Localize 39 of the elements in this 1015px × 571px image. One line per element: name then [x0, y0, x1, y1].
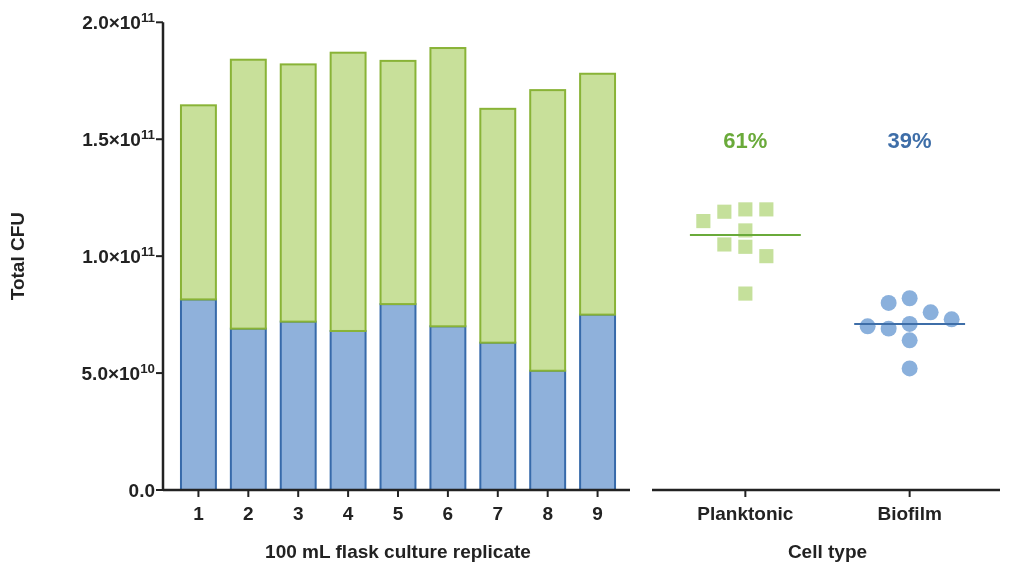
- bar: [479, 107, 517, 344]
- bar: [229, 327, 267, 491]
- y-tick-label: 2.0×10$^{11}$: [82, 9, 156, 34]
- y-tick-label: 5.0×10$^{10}$: [81, 360, 155, 384]
- bar: [179, 298, 217, 491]
- bar: [179, 104, 217, 301]
- x-axis-title: Cell type: [787, 541, 868, 562]
- bar: [429, 47, 467, 328]
- bar: [529, 369, 567, 491]
- y-axis-title: Total CFU: [7, 211, 28, 301]
- x-tick-label: 7: [492, 503, 504, 524]
- bar: [329, 329, 367, 491]
- bar: [379, 303, 417, 491]
- bar: [229, 58, 267, 330]
- x-tick-label: 3: [292, 503, 304, 524]
- x-tick-label: 6: [442, 503, 454, 524]
- x-tick-label: 8: [542, 503, 553, 524]
- bar: [379, 59, 417, 306]
- x-tick-label: 5: [392, 503, 404, 524]
- bar: [579, 72, 617, 316]
- annotation: 39%: [887, 127, 932, 153]
- bar: [579, 313, 617, 491]
- y-tick-label: 0.0: [128, 479, 155, 501]
- x-tick-label: 9: [592, 503, 603, 524]
- bar: [279, 320, 317, 491]
- bar: [479, 341, 517, 491]
- x-tick-label: Planktonic: [697, 503, 794, 524]
- y-tick-label: 1.5×10$^{11}$: [82, 126, 156, 151]
- annotation: 61%: [723, 127, 768, 153]
- bar: [529, 89, 567, 372]
- x-tick-label: 1: [193, 503, 205, 524]
- bar: [329, 51, 367, 332]
- bar: [429, 325, 467, 491]
- x-tick-label: Biofilm: [877, 503, 942, 524]
- y-tick-label: 1.0×10$^{11}$: [82, 243, 156, 267]
- bar: [279, 63, 317, 323]
- x-axis-title: 100 mL flask culture replicate: [265, 541, 531, 562]
- x-tick-label: 2: [243, 503, 254, 524]
- x-tick-label: 4: [342, 503, 354, 524]
